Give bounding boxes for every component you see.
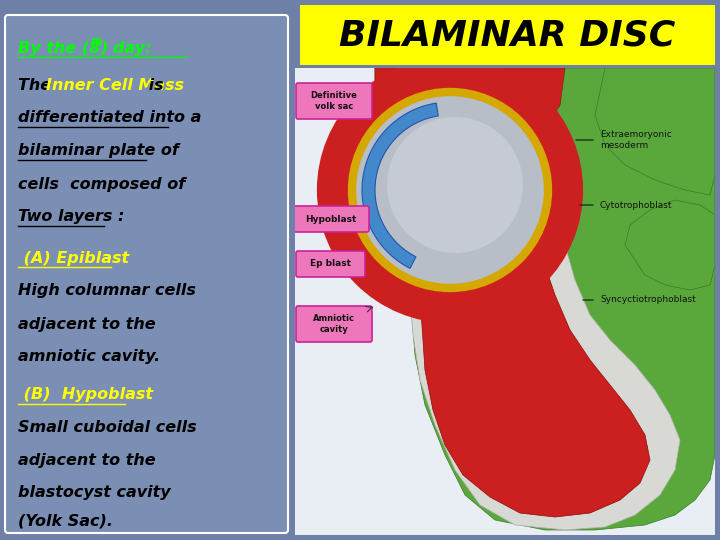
Text: By the (8: By the (8 (18, 40, 100, 56)
Polygon shape (375, 68, 650, 517)
Polygon shape (375, 68, 715, 530)
Text: Amniotic
cavity: Amniotic cavity (313, 314, 355, 334)
Polygon shape (410, 120, 680, 530)
Polygon shape (362, 103, 438, 268)
FancyBboxPatch shape (296, 83, 372, 119)
Text: The: The (18, 78, 57, 92)
Text: Small cuboidal cells: Small cuboidal cells (18, 421, 197, 435)
Polygon shape (625, 200, 715, 290)
Text: Hypoblast: Hypoblast (305, 214, 356, 224)
Text: (Yolk Sac).: (Yolk Sac). (18, 514, 113, 529)
Text: Cytotrophoblast: Cytotrophoblast (600, 200, 672, 210)
Text: Definitive
volk sac: Definitive volk sac (310, 91, 357, 111)
FancyBboxPatch shape (5, 15, 288, 533)
Bar (300, 5, 715, 65)
Text: amniotic cavity.: amniotic cavity. (18, 349, 161, 364)
Text: blastocyst cavity: blastocyst cavity (18, 485, 171, 501)
Text: differentiated into a: differentiated into a (18, 111, 202, 125)
Polygon shape (595, 68, 715, 195)
Text: Two layers :: Two layers : (18, 210, 125, 225)
Text: (A) Epiblast: (A) Epiblast (18, 251, 129, 266)
Text: adjacent to the: adjacent to the (18, 316, 156, 332)
Text: (B)  Hypoblast: (B) Hypoblast (18, 388, 153, 402)
FancyBboxPatch shape (296, 306, 372, 342)
Text: adjacent to the: adjacent to the (18, 454, 156, 469)
Polygon shape (335, 70, 565, 310)
Text: is: is (143, 78, 163, 92)
Text: BILAMINAR DISC: BILAMINAR DISC (339, 18, 675, 52)
Text: Ep blast: Ep blast (310, 260, 351, 268)
FancyBboxPatch shape (296, 251, 365, 277)
Circle shape (387, 117, 523, 253)
Text: ) day:: ) day: (100, 40, 151, 56)
Text: High columnar cells: High columnar cells (18, 284, 196, 299)
Text: th: th (91, 37, 104, 47)
Text: Syncyctiotrophoblast: Syncyctiotrophoblast (600, 295, 696, 305)
Text: cells  composed of: cells composed of (18, 177, 185, 192)
FancyBboxPatch shape (293, 206, 369, 232)
Bar (295, 68, 715, 535)
Text: Extraemoryonic
mesoderm: Extraemoryonic mesoderm (600, 130, 672, 150)
Text: bilaminar plate of: bilaminar plate of (18, 144, 179, 159)
Text: Inner Cell Mass: Inner Cell Mass (46, 78, 184, 92)
